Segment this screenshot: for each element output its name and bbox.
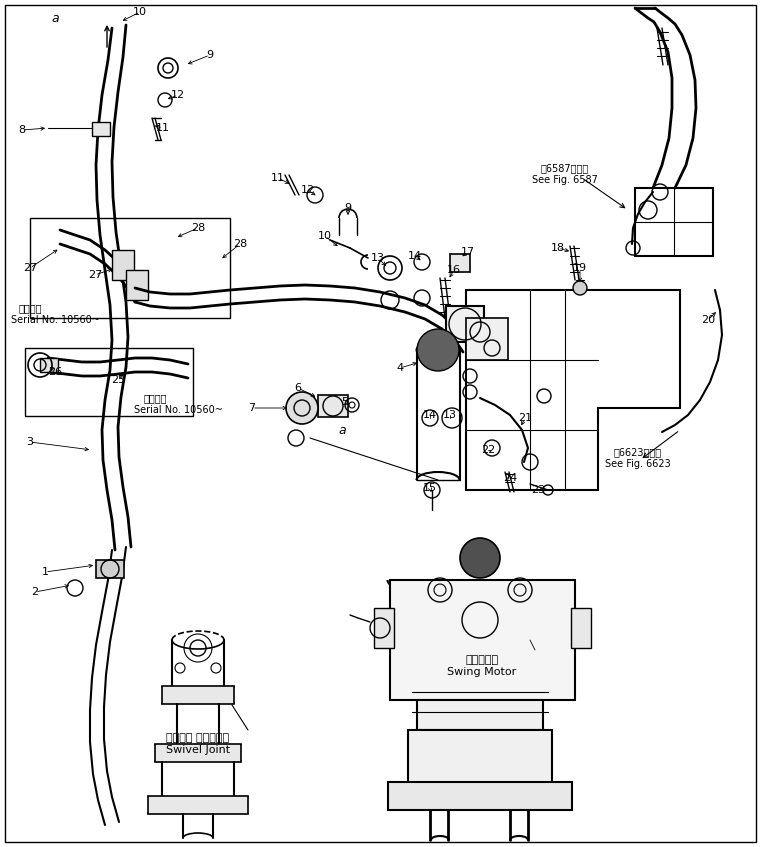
Text: 25: 25	[111, 375, 125, 385]
Text: 27: 27	[88, 270, 102, 280]
Text: 26: 26	[48, 367, 62, 377]
Bar	[571, 608, 591, 648]
Text: 1: 1	[42, 567, 49, 577]
Text: 27: 27	[23, 263, 37, 273]
Text: 適用号機: 適用号機	[143, 393, 167, 403]
Bar	[466, 318, 508, 360]
Bar	[318, 395, 348, 417]
Text: 8: 8	[18, 125, 26, 135]
Text: See Fig. 6623: See Fig. 6623	[605, 459, 671, 469]
Text: 19: 19	[573, 263, 587, 273]
Text: 16: 16	[447, 265, 461, 275]
Text: 24: 24	[503, 473, 517, 483]
Text: Swing Motor: Swing Motor	[447, 667, 517, 677]
Text: 17: 17	[461, 247, 475, 257]
Text: Swivel Joint: Swivel Joint	[166, 745, 230, 755]
Text: 14: 14	[423, 410, 437, 420]
Text: 10: 10	[133, 7, 147, 17]
Text: a: a	[338, 424, 345, 436]
Text: 第6623図参照: 第6623図参照	[614, 447, 662, 457]
Bar	[390, 580, 575, 700]
Circle shape	[286, 392, 318, 424]
Bar	[40, 358, 58, 372]
Bar	[417, 700, 543, 730]
Circle shape	[417, 329, 459, 371]
Text: 2: 2	[31, 587, 39, 597]
Bar	[155, 744, 241, 762]
Bar	[408, 730, 552, 785]
Text: 適用号機: 適用号機	[18, 303, 42, 313]
Bar	[446, 306, 484, 342]
Bar	[635, 188, 713, 256]
Text: Serial No. 10560~: Serial No. 10560~	[11, 315, 100, 325]
Text: 11: 11	[271, 173, 285, 183]
Bar	[126, 270, 148, 300]
Text: 12: 12	[171, 90, 185, 100]
Text: 12: 12	[301, 185, 315, 195]
Bar	[112, 250, 134, 280]
Text: 5: 5	[342, 397, 349, 407]
Bar	[388, 782, 572, 810]
Bar	[374, 608, 394, 648]
Text: 3: 3	[27, 437, 33, 447]
Text: 6: 6	[295, 383, 301, 393]
Text: a: a	[51, 12, 59, 25]
Text: 9: 9	[206, 50, 214, 60]
Text: 10: 10	[318, 231, 332, 241]
Text: 4: 4	[396, 363, 403, 373]
Bar	[30, 218, 230, 318]
Text: See Fig. 6587: See Fig. 6587	[532, 175, 598, 185]
Text: 18: 18	[551, 243, 565, 253]
Bar	[96, 560, 124, 578]
Text: 7: 7	[248, 403, 256, 413]
Text: 28: 28	[233, 239, 247, 249]
Text: 21: 21	[518, 413, 532, 423]
Bar	[92, 122, 110, 136]
Text: 22: 22	[481, 445, 495, 455]
Bar	[162, 686, 234, 704]
Text: 13: 13	[443, 410, 457, 420]
Text: 14: 14	[408, 251, 422, 261]
Text: 20: 20	[701, 315, 715, 325]
Text: 13: 13	[371, 253, 385, 263]
Circle shape	[573, 281, 587, 295]
Bar	[25, 348, 193, 416]
Text: 旋回モータ: 旋回モータ	[466, 655, 498, 665]
Text: 9: 9	[345, 203, 352, 213]
Text: スイベル ジョイント: スイベル ジョイント	[167, 733, 230, 743]
Text: 23: 23	[531, 485, 545, 495]
Text: 第6587図参照: 第6587図参照	[541, 163, 589, 173]
Circle shape	[460, 538, 500, 578]
Bar	[450, 254, 470, 272]
Text: 15: 15	[423, 483, 437, 493]
Text: 11: 11	[156, 123, 170, 133]
Text: Serial No. 10560~: Serial No. 10560~	[134, 405, 222, 415]
Bar	[148, 796, 248, 814]
Text: 28: 28	[191, 223, 205, 233]
